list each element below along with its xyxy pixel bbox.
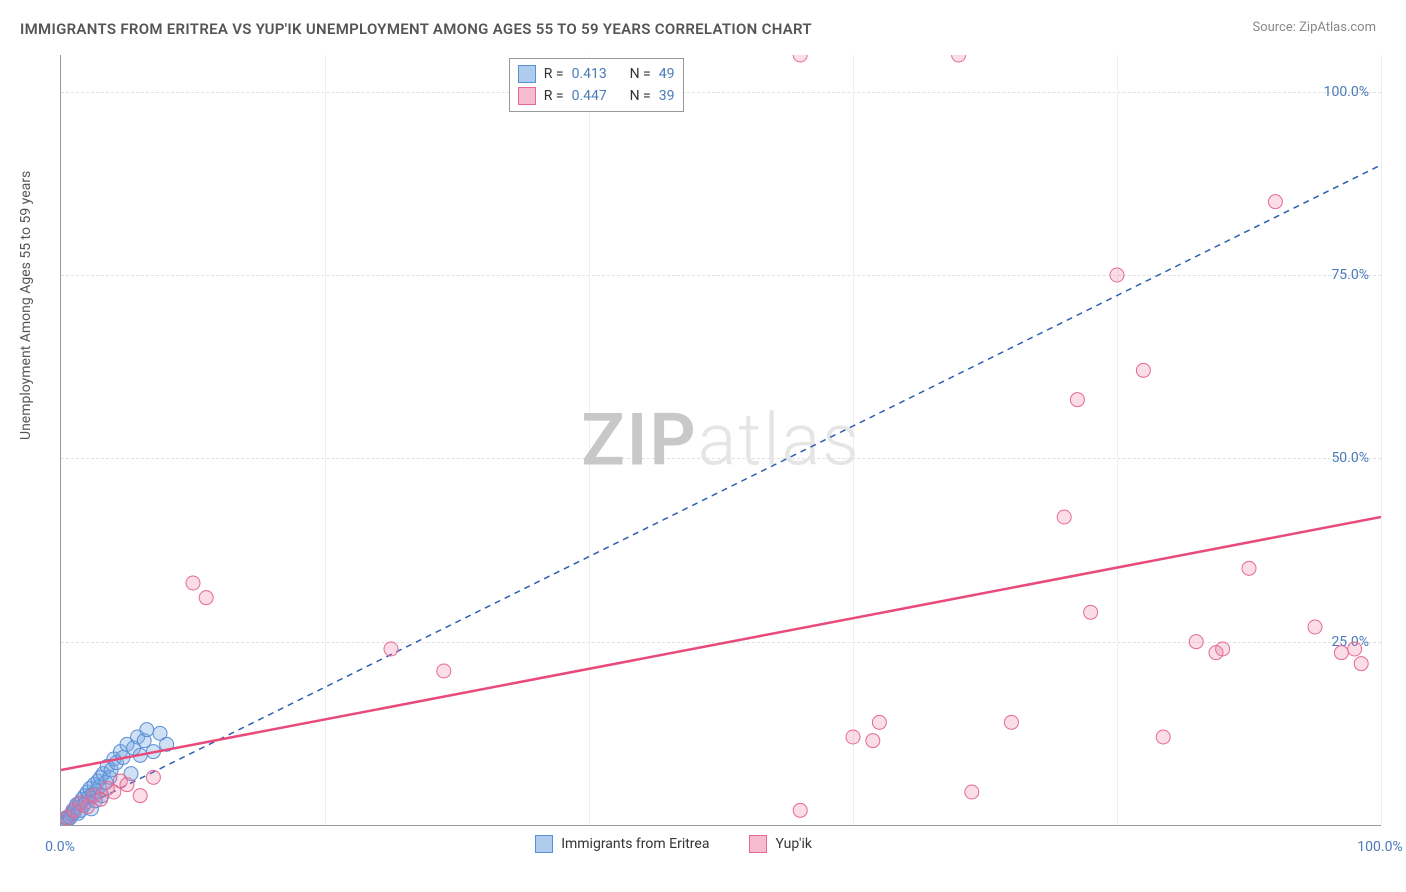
chart-svg	[61, 55, 1381, 825]
x-tick-label: 100.0%	[1357, 839, 1402, 855]
data-point	[146, 770, 160, 784]
x-tick-label: 0.0%	[45, 839, 75, 855]
data-point	[1070, 393, 1084, 407]
legend-label: Yup'ik	[775, 836, 811, 852]
data-point	[965, 785, 979, 799]
data-point	[199, 591, 213, 605]
source-prefix: Source:	[1252, 20, 1299, 35]
data-point	[384, 642, 398, 656]
chart-title: IMMIGRANTS FROM ERITREA VS YUP'IK UNEMPL…	[20, 20, 812, 38]
data-point	[1057, 510, 1071, 524]
data-point	[866, 734, 880, 748]
data-point	[1084, 605, 1098, 619]
legend-item: Yup'ik	[749, 835, 811, 853]
data-point	[186, 576, 200, 590]
r-label: R =	[544, 66, 564, 82]
n-value: 39	[659, 88, 675, 104]
trend-line	[61, 165, 1381, 818]
data-point	[1004, 715, 1018, 729]
data-point	[1189, 635, 1203, 649]
data-point	[1216, 642, 1230, 656]
legend-swatch	[535, 835, 553, 853]
data-point	[133, 789, 147, 803]
data-point	[120, 778, 134, 792]
data-point	[1242, 561, 1256, 575]
correlation-legend: R = 0.413 N = 49 R = 0.447 N = 39	[509, 58, 684, 112]
r-value: 0.447	[572, 88, 622, 104]
data-point	[1268, 195, 1282, 209]
y-axis-label: Unemployment Among Ages 55 to 59 years	[18, 171, 34, 440]
vgridline	[1381, 55, 1382, 825]
data-point	[1110, 268, 1124, 282]
data-point	[1348, 642, 1362, 656]
data-point	[872, 715, 886, 729]
data-point	[846, 730, 860, 744]
legend-swatch	[518, 87, 536, 105]
legend-row: R = 0.413 N = 49	[518, 63, 675, 85]
data-point	[1136, 363, 1150, 377]
data-point	[1354, 657, 1368, 671]
legend-swatch	[518, 65, 536, 83]
source-name: ZipAtlas.com	[1299, 20, 1376, 35]
r-value: 0.413	[572, 66, 622, 82]
legend-swatch	[749, 835, 767, 853]
data-point	[793, 55, 807, 62]
legend-item: Immigrants from Eritrea	[535, 835, 709, 853]
data-point	[437, 664, 451, 678]
r-label: R =	[544, 88, 564, 104]
data-point	[1308, 620, 1322, 634]
trend-line	[61, 517, 1381, 770]
n-label: N =	[630, 66, 651, 82]
n-label: N =	[630, 88, 651, 104]
data-point	[952, 55, 966, 62]
plot-area: ZIPatlas 25.0%50.0%75.0%100.0%	[60, 55, 1381, 826]
legend-row: R = 0.447 N = 39	[518, 85, 675, 107]
data-point	[1156, 730, 1170, 744]
data-point	[140, 723, 154, 737]
legend-label: Immigrants from Eritrea	[561, 836, 709, 852]
data-point	[1334, 646, 1348, 660]
n-value: 49	[659, 66, 675, 82]
series-legend: Immigrants from Eritrea Yup'ik	[535, 835, 812, 853]
source-attribution: Source: ZipAtlas.com	[1252, 20, 1376, 35]
data-point	[793, 803, 807, 817]
